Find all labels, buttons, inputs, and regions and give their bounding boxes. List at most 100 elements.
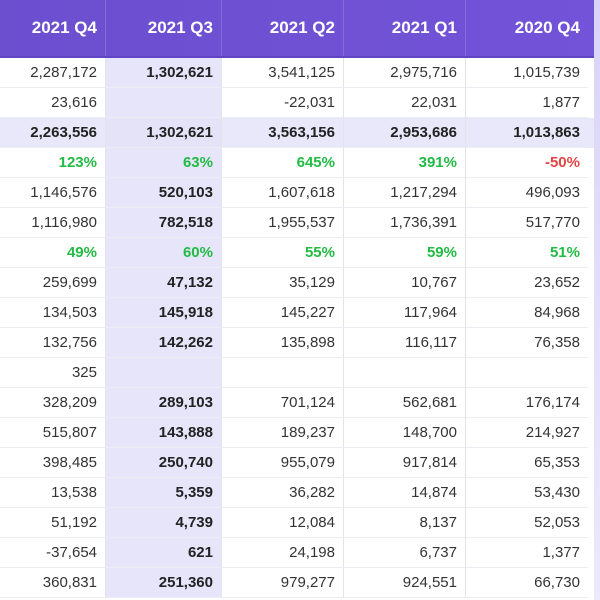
- table-row: 515,807 143,888 189,237 148,700 214,927: [0, 418, 600, 448]
- scrollbar-edge[interactable]: [594, 0, 600, 600]
- table-cell: 5,359: [106, 478, 222, 508]
- table-cell: 398,485: [0, 448, 106, 478]
- table-cell: 23,616: [0, 88, 106, 118]
- percent-cell: 63%: [106, 148, 222, 178]
- table-row: -37,654 621 24,198 6,737 1,377: [0, 538, 600, 568]
- table-cell: 13,538: [0, 478, 106, 508]
- percent-cell: 391%: [344, 148, 466, 178]
- table-cell: 3,541,125: [222, 58, 344, 88]
- table-cell: 289,103: [106, 388, 222, 418]
- column-header-2021-q2[interactable]: 2021 Q2: [222, 0, 344, 56]
- table-cell: 6,737: [344, 538, 466, 568]
- column-header-2020-q4[interactable]: 2020 Q4: [514, 18, 580, 37]
- table-cell: 251,360: [106, 568, 222, 598]
- table-cell: [344, 358, 466, 388]
- table-cell: 562,681: [344, 388, 466, 418]
- table-cell: 134,503: [0, 298, 106, 328]
- table-cell: 12,084: [222, 508, 344, 538]
- table-cell: 23,652: [466, 268, 588, 298]
- table-row: 13,538 5,359 36,282 14,874 53,430: [0, 478, 600, 508]
- table-cell: 1,955,537: [222, 208, 344, 238]
- table-cell: 1,015,739: [466, 58, 588, 88]
- table-row-percentage: 49% 60% 55% 59% 51%: [0, 238, 600, 268]
- column-header-2021-q4[interactable]: 2021 Q4: [0, 0, 106, 56]
- table-cell: 3,563,156: [222, 118, 344, 148]
- table-row-highlighted: 2,263,556 1,302,621 3,563,156 2,953,686 …: [0, 118, 600, 148]
- table-cell: 53,430: [466, 478, 588, 508]
- table-cell: 76,358: [466, 328, 588, 358]
- table-cell: 1,217,294: [344, 178, 466, 208]
- table-cell: 515,807: [0, 418, 106, 448]
- table-cell: 145,918: [106, 298, 222, 328]
- table-row: 1,116,980 782,518 1,955,537 1,736,391 51…: [0, 208, 600, 238]
- percent-cell: 49%: [0, 238, 106, 268]
- table-cell: 360,831: [0, 568, 106, 598]
- table-cell: 328,209: [0, 388, 106, 418]
- table-cell: 1,013,863: [466, 118, 588, 148]
- table-cell: 1,302,621: [106, 118, 222, 148]
- column-header-2021-q1[interactable]: 2021 Q1: [344, 0, 466, 56]
- table-cell: 1,116,980: [0, 208, 106, 238]
- table-cell: 924,551: [344, 568, 466, 598]
- table-cell: 1,377: [466, 538, 588, 568]
- table-row: 23,616 -22,031 22,031 1,877: [0, 88, 600, 118]
- table-cell: 47,132: [106, 268, 222, 298]
- table-cell: 2,975,716: [344, 58, 466, 88]
- table-row: 398,485 250,740 955,079 917,814 65,353: [0, 448, 600, 478]
- table-cell: 51,192: [0, 508, 106, 538]
- table-cell: 116,117: [344, 328, 466, 358]
- table-row: 51,192 4,739 12,084 8,137 52,053: [0, 508, 600, 538]
- table-cell: 496,093: [466, 178, 588, 208]
- table-cell: 517,770: [466, 208, 588, 238]
- table-row: 132,756 142,262 135,898 116,117 76,358: [0, 328, 600, 358]
- table-row: 328,209 289,103 701,124 562,681 176,174: [0, 388, 600, 418]
- table-cell: 325: [0, 358, 106, 388]
- column-header-2021-q3[interactable]: 2021 Q3: [106, 0, 222, 56]
- table-cell: 35,129: [222, 268, 344, 298]
- table-cell: 65,353: [466, 448, 588, 478]
- table-cell: 14,874: [344, 478, 466, 508]
- percent-cell: 645%: [222, 148, 344, 178]
- table-cell: 132,756: [0, 328, 106, 358]
- table-cell: -37,654: [0, 538, 106, 568]
- table-cell: 1,736,391: [344, 208, 466, 238]
- table-cell: 142,262: [106, 328, 222, 358]
- table-cell: 1,146,576: [0, 178, 106, 208]
- table-header: 2021 Q4 2021 Q3 2021 Q2 2021 Q1 2020 Q4: [0, 0, 600, 58]
- table-row-percentage: 123% 63% 645% 391% -50%: [0, 148, 600, 178]
- table-cell: 117,964: [344, 298, 466, 328]
- table-cell: 2,953,686: [344, 118, 466, 148]
- percent-cell: 55%: [222, 238, 344, 268]
- table-cell: [106, 88, 222, 118]
- table-cell: 148,700: [344, 418, 466, 448]
- table-cell: 1,877: [466, 88, 588, 118]
- table-cell: 10,767: [344, 268, 466, 298]
- table-cell: 143,888: [106, 418, 222, 448]
- table-cell: 259,699: [0, 268, 106, 298]
- table-cell: 176,174: [466, 388, 588, 418]
- table-cell: 979,277: [222, 568, 344, 598]
- table-body: 2,287,172 1,302,621 3,541,125 2,975,716 …: [0, 58, 600, 598]
- table-cell: 1,302,621: [106, 58, 222, 88]
- table-cell: -22,031: [222, 88, 344, 118]
- table-cell: 2,287,172: [0, 58, 106, 88]
- table-cell: [106, 358, 222, 388]
- table-row: 134,503 145,918 145,227 117,964 84,968: [0, 298, 600, 328]
- table-row: 259,699 47,132 35,129 10,767 23,652: [0, 268, 600, 298]
- percent-cell: 60%: [106, 238, 222, 268]
- table-cell: 520,103: [106, 178, 222, 208]
- table-cell: [466, 358, 588, 388]
- table-cell: 2,263,556: [0, 118, 106, 148]
- table-cell: 8,137: [344, 508, 466, 538]
- table-cell: 701,124: [222, 388, 344, 418]
- table-row: 1,146,576 520,103 1,607,618 1,217,294 49…: [0, 178, 600, 208]
- percent-cell: 59%: [344, 238, 466, 268]
- table-cell: 24,198: [222, 538, 344, 568]
- table-cell: 1,607,618: [222, 178, 344, 208]
- table-cell: 955,079: [222, 448, 344, 478]
- percent-cell: -50%: [466, 148, 588, 178]
- percent-cell: 123%: [0, 148, 106, 178]
- table-cell: 36,282: [222, 478, 344, 508]
- table-cell: 782,518: [106, 208, 222, 238]
- table-cell: 4,739: [106, 508, 222, 538]
